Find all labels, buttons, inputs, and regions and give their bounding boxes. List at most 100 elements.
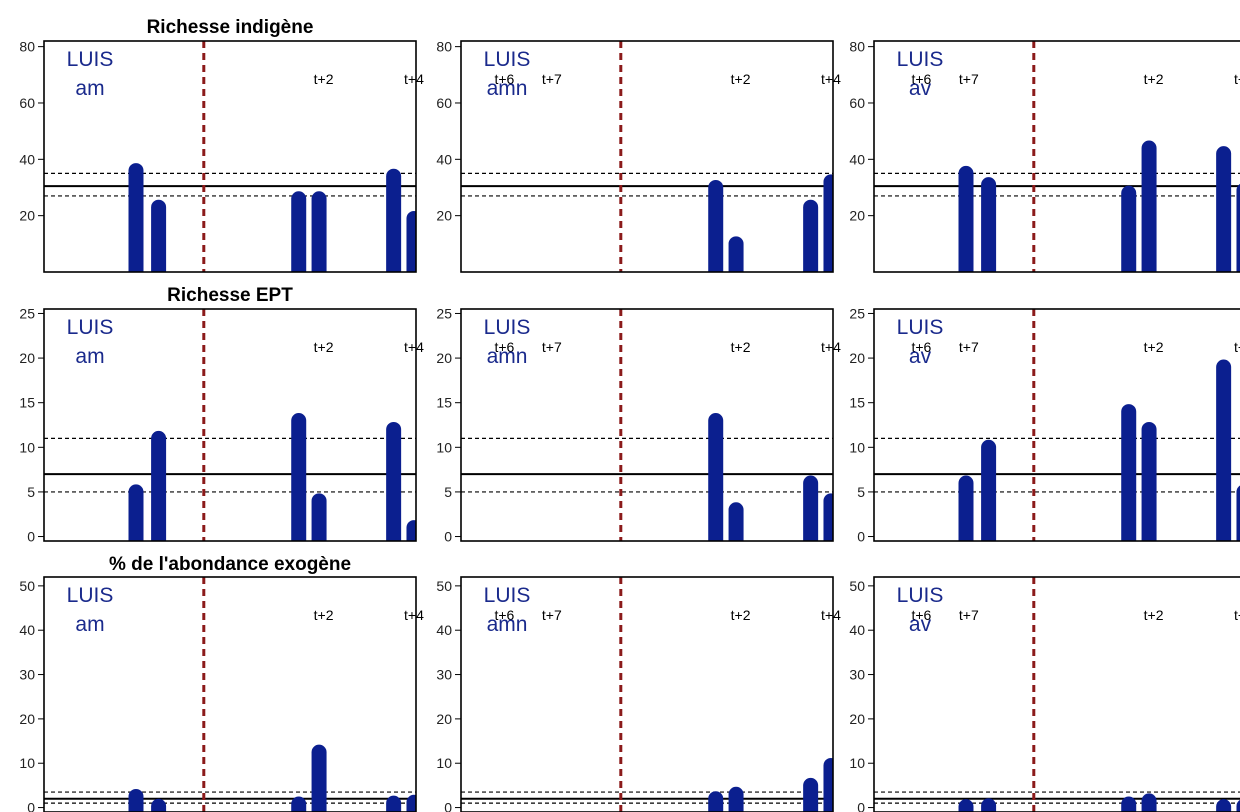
y-tick-label: 80 (849, 39, 865, 55)
plot-area (461, 41, 833, 272)
panel-1-2: 0 5 10 15 20 25 t+2 t+4 t+6 t+7 LUIS av (849, 305, 1240, 545)
y-tick-label: 25 (849, 305, 865, 321)
plot-area (44, 41, 416, 272)
y-tick-label: 5 (27, 484, 35, 500)
y-tick-label: 10 (849, 755, 865, 771)
chart-title: Richesse EPT (167, 285, 293, 306)
time-label: t+2 (731, 607, 751, 623)
plot-area (874, 309, 1240, 541)
y-tick-label: 20 (436, 350, 452, 366)
y-tick-label: 25 (436, 305, 452, 321)
panel-frame (43, 40, 417, 273)
y-tick-label: 80 (436, 39, 452, 55)
panel-2-2: 0 10 20 30 40 50 t+2 t+4 t+6 t+7 LUIS av (849, 576, 1240, 812)
time-label: t+2 (1144, 339, 1164, 355)
y-tick-label: 60 (849, 95, 865, 111)
time-label: t+4 (1234, 339, 1240, 355)
y-tick-label: 5 (444, 484, 452, 500)
y-tick-label: 40 (436, 622, 452, 638)
panel-2-1: 0 10 20 30 40 50 t+2 t+4 t+6 t+7 LUIS amn (436, 576, 979, 812)
time-label: t+6 (911, 339, 931, 355)
panel-frame (460, 576, 834, 812)
panel-0-2: 20 40 60 80 t+2 t+4 t+6 t+7 LUIS av (849, 39, 1240, 273)
y-tick-label: 0 (27, 529, 35, 545)
site-label: LUIS (67, 316, 114, 339)
y-tick-label: 20 (849, 711, 865, 727)
y-tick-label: 50 (19, 578, 35, 594)
y-tick-label: 40 (19, 622, 35, 638)
panel-0-1: 20 40 60 80 t+2 t+4 t+6 t+7 LUIS amn (436, 39, 979, 273)
y-tick-label: 5 (857, 484, 865, 500)
y-tick-label: 10 (849, 439, 865, 455)
time-label: t+6 (494, 339, 514, 355)
y-tick-label: 15 (849, 395, 865, 411)
y-tick-label: 0 (444, 529, 452, 545)
y-tick-label: 0 (27, 800, 35, 812)
y-tick-label: 20 (849, 208, 865, 224)
y-tick-label: 10 (19, 755, 35, 771)
time-label: t+4 (404, 607, 424, 623)
y-tick-label: 60 (436, 95, 452, 111)
y-tick-label: 20 (19, 711, 35, 727)
time-label: t+2 (314, 71, 334, 87)
time-label: t+2 (1144, 607, 1164, 623)
y-tick-label: 40 (849, 622, 865, 638)
time-label: t+2 (1144, 71, 1164, 87)
panel-2-0: 0 10 20 30 40 50 t+2 t+4 t+6 t+7 LUIS am (19, 576, 562, 812)
y-tick-label: 60 (19, 95, 35, 111)
y-tick-label: 10 (19, 439, 35, 455)
site-sublabel: av (909, 77, 932, 100)
time-label: t+7 (542, 339, 562, 355)
y-tick-label: 25 (19, 305, 35, 321)
site-sublabel: am (75, 345, 104, 368)
time-label: t+4 (821, 71, 841, 87)
y-tick-label: 30 (436, 667, 452, 683)
plot-area (461, 577, 833, 812)
panel-frame (43, 576, 417, 812)
site-label: LUIS (897, 584, 944, 607)
time-label: t+2 (314, 339, 334, 355)
time-label: t+4 (404, 339, 424, 355)
plot-area (874, 577, 1240, 812)
time-label: t+6 (911, 71, 931, 87)
y-tick-label: 50 (436, 578, 452, 594)
panel-frame (873, 308, 1240, 542)
y-tick-label: 30 (19, 667, 35, 683)
site-sublabel: av (909, 345, 932, 368)
time-label: t+7 (542, 71, 562, 87)
time-label: t+4 (821, 607, 841, 623)
y-tick-label: 20 (436, 711, 452, 727)
plot-area (44, 309, 416, 541)
panel-frame (460, 40, 834, 273)
site-label: LUIS (67, 584, 114, 607)
time-label: t+6 (494, 607, 514, 623)
time-label: t+4 (1234, 607, 1240, 623)
chart-title: % de l'abondance exogène (109, 554, 351, 575)
time-label: t+2 (731, 71, 751, 87)
site-sublabel: amn (487, 77, 528, 100)
time-label: t+4 (1234, 71, 1240, 87)
time-label: t+4 (404, 71, 424, 87)
y-tick-label: 20 (436, 208, 452, 224)
time-label: t+4 (821, 339, 841, 355)
plot-area (44, 577, 416, 812)
panel-frame (460, 308, 834, 542)
y-tick-label: 80 (19, 39, 35, 55)
time-label: t+7 (959, 339, 979, 355)
plot-area (461, 309, 833, 541)
y-tick-label: 50 (849, 578, 865, 594)
y-tick-label: 0 (857, 800, 865, 812)
site-sublabel: am (75, 613, 104, 636)
time-label: t+6 (911, 607, 931, 623)
panel-0-0: 20 40 60 80 t+2 t+4 t+6 t+7 LUIS am (19, 39, 562, 273)
time-label: t+7 (959, 71, 979, 87)
y-tick-label: 15 (19, 395, 35, 411)
time-label: t+7 (542, 607, 562, 623)
time-label: t+2 (314, 607, 334, 623)
plot-area (874, 41, 1240, 272)
y-tick-label: 10 (436, 755, 452, 771)
y-tick-label: 15 (436, 395, 452, 411)
y-tick-label: 20 (19, 208, 35, 224)
y-tick-label: 40 (19, 151, 35, 167)
